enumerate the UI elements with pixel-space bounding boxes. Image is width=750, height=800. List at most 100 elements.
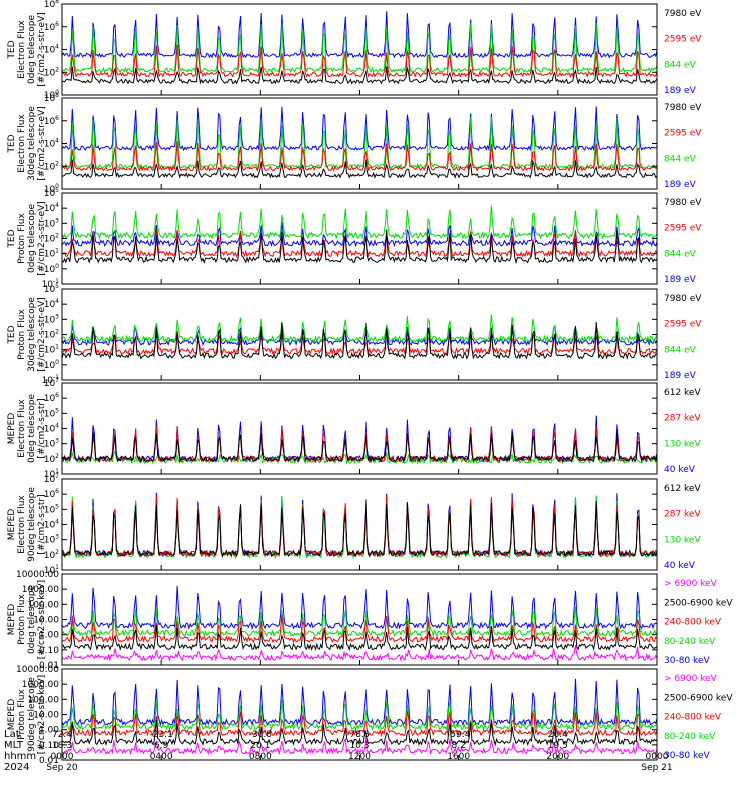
legend-entry: 189 eV	[664, 180, 697, 190]
legend-entry: 7980 eV	[664, 294, 702, 304]
legend-entry: > 6900 keV	[664, 674, 718, 684]
y-axis-label: TEDElectron Flux30deg telescope[#/cm2-s-…	[7, 106, 47, 181]
y-axis-label: TEDProton Flux0deg telescope[#/cm2-s-str…	[7, 201, 47, 276]
y-tick-label: 10.00	[33, 711, 59, 721]
series-line-844-ev	[61, 22, 658, 74]
series-line-40-kev	[61, 415, 658, 464]
legend-entry: 40 keV	[664, 465, 696, 475]
x-tick-hhmm: 0000	[51, 752, 74, 762]
legend-entry: 130 keV	[664, 439, 701, 449]
y-axis-label: MEPEDElectron Flux0deg telescope[#/cm2-s…	[7, 394, 47, 464]
y-tick-label: 100.00	[28, 600, 60, 610]
y-tick-label: 0.01	[39, 756, 59, 766]
legend-entry: 80-240 keV	[664, 637, 716, 647]
y-tick-label: 1000.00	[22, 585, 59, 595]
legend-entry: 844 eV	[664, 154, 697, 164]
legend-entry: 80-240 keV	[664, 732, 716, 742]
series-line-130-kev	[61, 495, 658, 560]
panel-8: 0.01 0.10 1.00 10.00 100.00 1000.00 10000.00ME…	[7, 665, 733, 766]
x-tick-lat: 72.4	[52, 730, 72, 740]
x-tick-lat: 26.4	[548, 730, 568, 740]
series-line-7980-ev	[61, 159, 658, 179]
series-line-612-kev	[61, 499, 658, 558]
legend-entry: > 6900 keV	[664, 579, 718, 589]
x-tick-date: Sep 21	[641, 763, 672, 773]
legend-entry: 2500-6900 keV	[664, 598, 733, 608]
series-line-2595-ev	[61, 141, 658, 172]
series-line-189-ev	[61, 11, 658, 59]
panel-7: 0.01 0.10 1.00 10.00 100.00 1000.00 10000.00ME…	[7, 570, 733, 671]
series-line-80-240-kev	[61, 699, 658, 732]
legend-entry: 844 eV	[664, 345, 697, 355]
legend-entry: 612 keV	[664, 484, 701, 494]
series-line--6900-kev	[61, 644, 658, 662]
y-tick-label: 107	[44, 473, 59, 485]
legend-entry: 287 keV	[664, 414, 701, 424]
legend-entry: 7980 eV	[664, 9, 702, 19]
series-line-7980-ev	[61, 321, 658, 360]
series-line-844-ev	[61, 116, 658, 170]
series-line-30-80-kev	[61, 585, 658, 631]
y-axis-label: TEDElectron Flux0deg telescope[#/cm2-s-s…	[7, 12, 47, 87]
legend-entry: 189 eV	[664, 371, 697, 381]
y-tick-label: 0.10	[39, 646, 59, 656]
x-tick-hhmm: 2000	[546, 752, 569, 762]
series-line-80-240-kev	[61, 606, 658, 638]
plot-frame	[61, 3, 658, 96]
x-tick-lat: -23.1	[150, 730, 173, 740]
y-tick-label: 105	[44, 187, 59, 199]
series-line-2595-ev	[61, 44, 658, 79]
legend-entry: 2500-6900 keV	[664, 693, 733, 703]
series-line-189-ev	[61, 106, 658, 152]
plot-frame	[61, 573, 658, 666]
legend-entry: 30-80 keV	[664, 656, 710, 666]
legend-entry: 130 keV	[664, 535, 701, 545]
x-tick-date: Sep 20	[46, 763, 78, 773]
legend-entry: 612 keV	[664, 388, 701, 398]
x-row-label-year: 2024	[4, 762, 29, 773]
x-tick-hhmm: 0000	[646, 752, 669, 762]
y-tick-label: 10.00	[33, 616, 59, 626]
y-tick-label: 107	[44, 377, 59, 389]
series-line-240-800-kev	[61, 711, 658, 738]
series-line--6900-kev	[61, 737, 658, 756]
legend-entry: 287 keV	[664, 510, 701, 520]
x-tick-mlt: 19.5	[548, 741, 568, 751]
y-tick-label: 0.10	[39, 741, 59, 751]
x-tick-mlt: 18.3	[52, 741, 72, 751]
legend-entry: 40 keV	[664, 561, 696, 571]
legend-entry: 189 eV	[664, 86, 697, 96]
series-line-2595-ev	[61, 229, 658, 258]
x-tick-mlt: 10.3	[349, 741, 369, 751]
series-line-240-800-kev	[61, 615, 658, 644]
series-line-612-kev	[61, 431, 658, 464]
y-tick-label: 10000.00	[16, 570, 59, 580]
x-tick-hhmm: 0800	[249, 752, 272, 762]
y-tick-label: 108	[44, 0, 59, 10]
legend-entry: 189 eV	[664, 275, 697, 285]
x-row-label-lat: Lat	[4, 729, 20, 740]
y-axis-label: MEPEDProton Flux90deg telescope[#/cm2-s-…	[7, 675, 47, 754]
y-tick-label: 10000.00	[16, 665, 59, 675]
legend-entry: 7980 eV	[664, 198, 702, 208]
y-tick-label: 1.00	[39, 631, 59, 641]
legend-entry: 7980 eV	[664, 103, 702, 113]
plot-frame	[61, 288, 658, 381]
x-tick-hhmm: 1200	[348, 752, 371, 762]
x-tick-lat: -30.8	[249, 730, 273, 740]
series-line-287-kev	[62, 495, 658, 558]
legend-entry: 30-80 keV	[664, 751, 710, 761]
y-tick-label: 108	[44, 92, 59, 104]
legend-entry: 2595 eV	[664, 35, 702, 45]
x-row-label-mlt: MLT	[4, 740, 24, 751]
series-line-189-ev	[61, 221, 658, 248]
y-tick-label: 1000.00	[22, 680, 59, 690]
x-tick-lat: 78.8	[349, 730, 369, 740]
